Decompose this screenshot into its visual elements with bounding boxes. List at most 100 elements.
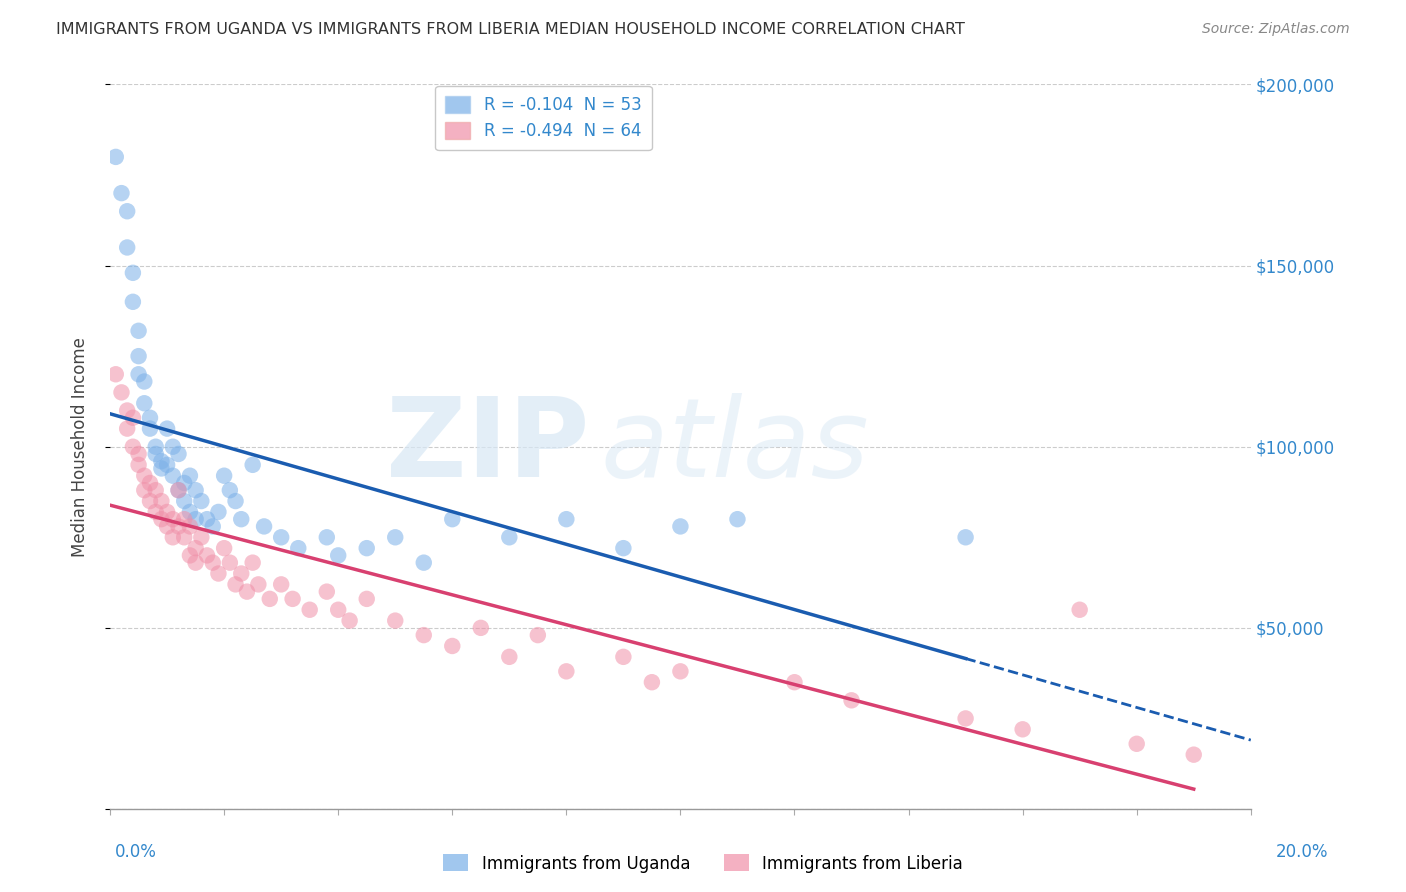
Point — [1069, 603, 1091, 617]
Point — [162, 512, 184, 526]
Point — [218, 556, 240, 570]
Text: Source: ZipAtlas.com: Source: ZipAtlas.com — [1202, 22, 1350, 37]
Point — [195, 549, 218, 563]
Point — [167, 447, 190, 461]
Point — [190, 494, 212, 508]
Point — [134, 483, 156, 498]
Point — [150, 512, 173, 526]
Point — [412, 556, 434, 570]
Point — [201, 556, 224, 570]
Point — [242, 556, 264, 570]
Point — [167, 483, 190, 498]
Point — [179, 519, 201, 533]
Point — [207, 566, 229, 581]
Point — [727, 512, 749, 526]
Point — [253, 519, 276, 533]
Point — [104, 150, 127, 164]
Point — [669, 665, 692, 679]
Point — [184, 512, 207, 526]
Text: 20.0%: 20.0% — [1277, 843, 1329, 861]
Point — [270, 530, 292, 544]
Point — [412, 628, 434, 642]
Text: ZIP: ZIP — [385, 393, 589, 500]
Point — [150, 454, 173, 468]
Legend: R = -0.104  N = 53, R = -0.494  N = 64: R = -0.104 N = 53, R = -0.494 N = 64 — [436, 86, 651, 150]
Point — [128, 458, 150, 472]
Point — [527, 628, 550, 642]
Point — [167, 519, 190, 533]
Point — [184, 556, 207, 570]
Text: 0.0%: 0.0% — [115, 843, 157, 861]
Point — [612, 649, 634, 664]
Point — [179, 468, 201, 483]
Point — [955, 711, 977, 725]
Point — [1011, 723, 1033, 737]
Point — [128, 447, 150, 461]
Point — [173, 494, 195, 508]
Point — [231, 512, 253, 526]
Point — [612, 541, 634, 556]
Text: atlas: atlas — [600, 393, 869, 500]
Point — [498, 530, 520, 544]
Point — [122, 440, 145, 454]
Point — [145, 483, 167, 498]
Point — [218, 483, 240, 498]
Point — [162, 530, 184, 544]
Point — [156, 505, 179, 519]
Point — [356, 541, 378, 556]
Point — [236, 584, 259, 599]
Point — [179, 549, 201, 563]
Point — [139, 410, 162, 425]
Point — [139, 494, 162, 508]
Point — [139, 422, 162, 436]
Point — [173, 530, 195, 544]
Point — [134, 375, 156, 389]
Point — [134, 468, 156, 483]
Point — [162, 468, 184, 483]
Point — [128, 368, 150, 382]
Point — [441, 512, 464, 526]
Point — [122, 294, 145, 309]
Point — [156, 519, 179, 533]
Point — [641, 675, 664, 690]
Point — [179, 505, 201, 519]
Point — [328, 549, 350, 563]
Point — [139, 475, 162, 490]
Point — [384, 530, 406, 544]
Point — [281, 591, 304, 606]
Point — [156, 422, 179, 436]
Point — [134, 396, 156, 410]
Point — [195, 512, 218, 526]
Point — [162, 440, 184, 454]
Legend: Immigrants from Uganda, Immigrants from Liberia: Immigrants from Uganda, Immigrants from … — [437, 847, 969, 880]
Point — [384, 614, 406, 628]
Point — [115, 240, 138, 254]
Point — [212, 541, 235, 556]
Point — [783, 675, 806, 690]
Point — [270, 577, 292, 591]
Point — [225, 577, 247, 591]
Point — [212, 468, 235, 483]
Point — [242, 458, 264, 472]
Point — [122, 410, 145, 425]
Point — [1182, 747, 1205, 762]
Point — [173, 512, 195, 526]
Point — [167, 483, 190, 498]
Point — [1125, 737, 1147, 751]
Point — [247, 577, 270, 591]
Point — [190, 530, 212, 544]
Point — [150, 461, 173, 475]
Point — [231, 566, 253, 581]
Point — [145, 440, 167, 454]
Point — [173, 475, 195, 490]
Point — [339, 614, 361, 628]
Point — [955, 530, 977, 544]
Point — [315, 584, 337, 599]
Point — [555, 665, 578, 679]
Point — [669, 519, 692, 533]
Point — [115, 204, 138, 219]
Point — [128, 324, 150, 338]
Point — [328, 603, 350, 617]
Point — [145, 447, 167, 461]
Point — [145, 505, 167, 519]
